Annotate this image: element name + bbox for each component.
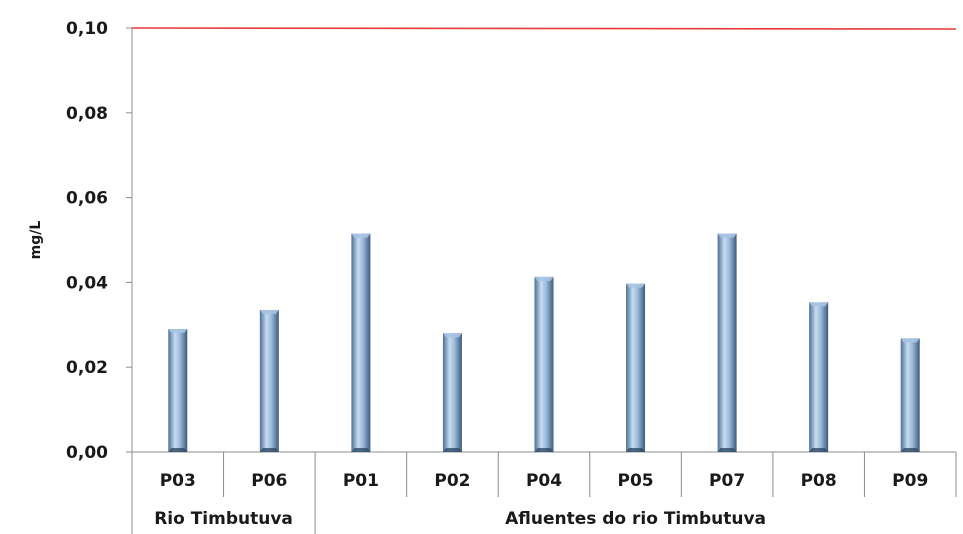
reference-line xyxy=(131,27,957,30)
x-category-labels: P03 P06 P01 P02 P04 P05 P07 P08 P09 xyxy=(131,452,957,497)
bar xyxy=(809,302,829,452)
y-tick-label: 0,00 xyxy=(66,443,108,463)
y-axis-label: mg/L xyxy=(28,221,44,260)
y-tick-label: 0,04 xyxy=(66,273,108,293)
y-tick-labels: 0,00 0,02 0,04 0,06 0,08 0,10 xyxy=(66,19,132,463)
x-category-label: P06 xyxy=(251,471,287,491)
x-category-label: P08 xyxy=(801,471,837,491)
x-category-label: P04 xyxy=(526,471,562,491)
bar xyxy=(717,233,737,452)
bar xyxy=(534,276,554,452)
bar xyxy=(626,283,646,452)
x-category-label: P01 xyxy=(343,471,379,491)
bar xyxy=(259,309,279,452)
x-category-label: P02 xyxy=(434,471,470,491)
x-group-labels: Rio Timbutuva Afluentes do rio Timbutuva xyxy=(131,497,766,534)
bar xyxy=(351,233,371,452)
x-group-label: Afluentes do rio Timbutuva xyxy=(505,509,766,529)
x-category-label: P03 xyxy=(160,471,196,491)
bar xyxy=(168,329,188,452)
bar xyxy=(442,333,462,452)
reference-line-group xyxy=(131,27,957,30)
y-tick-label: 0,02 xyxy=(66,358,108,378)
x-category-label: P09 xyxy=(892,471,928,491)
x-category-label: P05 xyxy=(617,471,653,491)
y-tick-label: 0,10 xyxy=(66,19,108,39)
x-group-label: Rio Timbutuva xyxy=(154,509,293,529)
y-tick-label: 0,08 xyxy=(66,104,108,124)
y-tick-label: 0,06 xyxy=(66,189,108,209)
bar xyxy=(900,338,920,452)
x-category-label: P07 xyxy=(709,471,745,491)
bars xyxy=(168,233,920,452)
